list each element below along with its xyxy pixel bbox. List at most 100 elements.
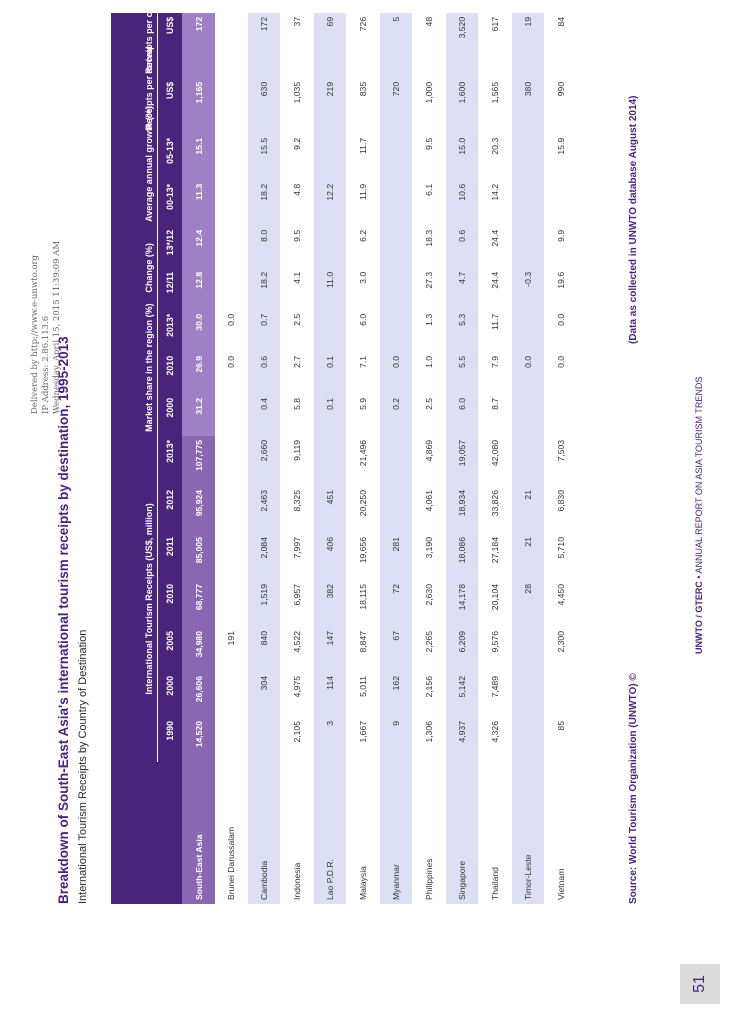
table-cell	[215, 533, 248, 580]
table-cell: 6,830	[544, 486, 578, 533]
total-cell: 26,606	[182, 672, 215, 717]
table-cell: 18,115	[346, 580, 380, 627]
table-cell	[511, 133, 545, 180]
table-cell: 7,997	[280, 533, 314, 580]
total-cell: 172	[182, 12, 215, 78]
table-cell: 21,496	[346, 435, 380, 486]
header-blank	[111, 762, 158, 904]
column-header: 12/11	[157, 267, 182, 310]
row-country-name: Lao P.D.R.	[313, 762, 347, 904]
table-cell: 6.1	[412, 179, 446, 226]
table-cell: 726	[346, 12, 380, 78]
row-country-name: Vietnam	[544, 762, 578, 904]
table-cell: 1,565	[478, 77, 512, 134]
column-header: US$	[157, 12, 182, 78]
table-cell: 4,869	[412, 435, 446, 486]
table-cell: 6,957	[280, 580, 314, 627]
page-footer: UNWTO / GTERC • ANNUAL REPORT ON ASIA TO…	[694, 377, 704, 654]
page-title: Breakdown of South-East Asia's internati…	[56, 336, 71, 904]
table-cell: 3.0	[346, 267, 380, 310]
table-cell: 67	[379, 627, 413, 672]
table-cell: 19.6	[544, 267, 578, 310]
table-cell: 27.3	[412, 267, 446, 310]
table-cell: 1,667	[346, 717, 380, 762]
table-cell: 11.9	[346, 179, 380, 226]
column-header: 2013*	[157, 309, 182, 352]
table-cell: 9.5	[412, 133, 446, 180]
table-cell: 8,325	[280, 486, 314, 533]
table-cell: 191	[215, 627, 248, 672]
row-country-name: Indonesia	[280, 762, 314, 904]
group-header-per-arrival: Receipts per arrival	[111, 46, 158, 134]
table-cell: 7.9	[478, 351, 512, 394]
table-cell	[511, 179, 545, 226]
table-cell	[511, 225, 545, 268]
table-row: Indonesia 2,105 4,975 4,522 6,957 7,997 8,325 9…	[280, 12, 314, 904]
table-cell: 6.2	[346, 225, 380, 268]
table-cell: 4,450	[544, 580, 578, 627]
table-cell: 0.0	[215, 309, 248, 352]
table-cell: 9.5	[280, 225, 314, 268]
table-cell	[379, 225, 413, 268]
table-cell	[379, 435, 413, 486]
total-cell: 31.2	[182, 393, 215, 436]
table-cell	[313, 225, 347, 268]
table-cell: 2,156	[412, 672, 446, 717]
table-cell	[247, 717, 281, 762]
delivery-url: Delivered by http://www.e-unwto.org	[30, 255, 40, 414]
table-cell: 19	[511, 12, 545, 78]
table-cell: 406	[313, 533, 347, 580]
table-cell: 4.8	[280, 179, 314, 226]
table-cell	[215, 179, 248, 226]
table-cell: 3,520	[445, 12, 479, 78]
table-cell: 0.6	[247, 351, 281, 394]
table-cell: 18.3	[412, 225, 446, 268]
receipts-table: International Tourism Receipts (US$, mil…	[111, 0, 578, 904]
table-cell: 24.4	[478, 267, 512, 310]
table-cell: 147	[313, 627, 347, 672]
group-header-row: International Tourism Receipts (US$, mil…	[111, 0, 158, 904]
group-header-receipts: International Tourism Receipts (US$, mil…	[111, 435, 158, 762]
source-note: Source: World Tourism Organization (UNWT…	[628, 673, 639, 904]
table-cell: 3	[313, 717, 347, 762]
table-cell	[215, 133, 248, 180]
table-cell: 72	[379, 580, 413, 627]
table-cell: -0.3	[511, 267, 545, 310]
table-cell: 7.1	[346, 351, 380, 394]
table-cell: 20.3	[478, 133, 512, 180]
page-number-box: 51	[680, 964, 720, 1004]
column-header-blank	[157, 762, 182, 904]
table-row: Brunei Darussalam 191 0.0 0.0	[215, 12, 248, 904]
table-cell: 9.2	[280, 133, 314, 180]
footer-bullet: •	[694, 573, 704, 582]
table-cell: 9,576	[478, 627, 512, 672]
table-cell: 2,463	[247, 486, 281, 533]
table-cell: 0.7	[247, 309, 281, 352]
table-cell	[544, 179, 578, 226]
table-cell: 28	[511, 580, 545, 627]
table-cell: 15.9	[544, 133, 578, 180]
table-cell: 2,660	[247, 435, 281, 486]
row-country-name: Philippines	[412, 762, 446, 904]
table-cell	[215, 435, 248, 486]
table-cell: 0.0	[511, 351, 545, 394]
table-cell: 4.7	[445, 267, 479, 310]
total-row-name: South-East Asia	[182, 762, 215, 904]
table-cell: 19,057	[445, 435, 479, 486]
table-cell: 2,105	[280, 717, 314, 762]
table-cell	[215, 225, 248, 268]
table-cell: 4,522	[280, 627, 314, 672]
table-cell: 0.4	[247, 393, 281, 436]
column-header: 1990	[157, 717, 182, 762]
table-cell: 0.0	[544, 309, 578, 352]
total-cell: 12.4	[182, 225, 215, 268]
table-cell	[215, 580, 248, 627]
total-cell: 1,165	[182, 77, 215, 134]
table-cell: 4,326	[478, 717, 512, 762]
table-cell	[379, 133, 413, 180]
table-cell: 33,826	[478, 486, 512, 533]
total-cell: 26.9	[182, 351, 215, 394]
table-cell: 85	[544, 717, 578, 762]
table-cell: 42,080	[478, 435, 512, 486]
